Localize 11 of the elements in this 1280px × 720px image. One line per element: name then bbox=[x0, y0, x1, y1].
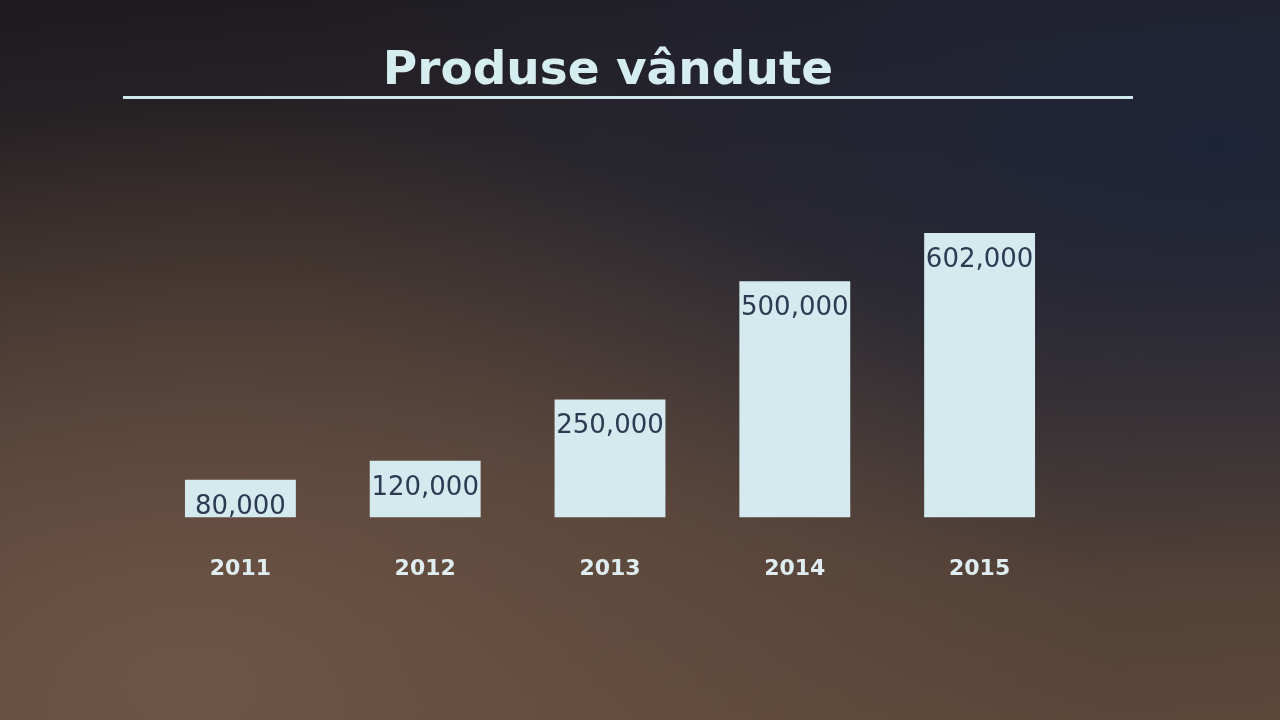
x-tick-label: 2014 bbox=[764, 554, 826, 580]
x-tick-label: 2011 bbox=[209, 554, 272, 580]
data-label: 120,000 bbox=[371, 470, 479, 501]
data-label: 602,000 bbox=[925, 242, 1034, 273]
data-label: 80,000 bbox=[194, 489, 286, 520]
data-label: 500,000 bbox=[741, 290, 849, 321]
x-tick-label: 2013 bbox=[579, 554, 641, 580]
x-tick-label: 2012 bbox=[394, 554, 456, 580]
data-label: 250,000 bbox=[556, 409, 664, 440]
x-tick-label: 2015 bbox=[948, 554, 1011, 580]
chart-title: Produse vândute bbox=[381, 39, 835, 97]
